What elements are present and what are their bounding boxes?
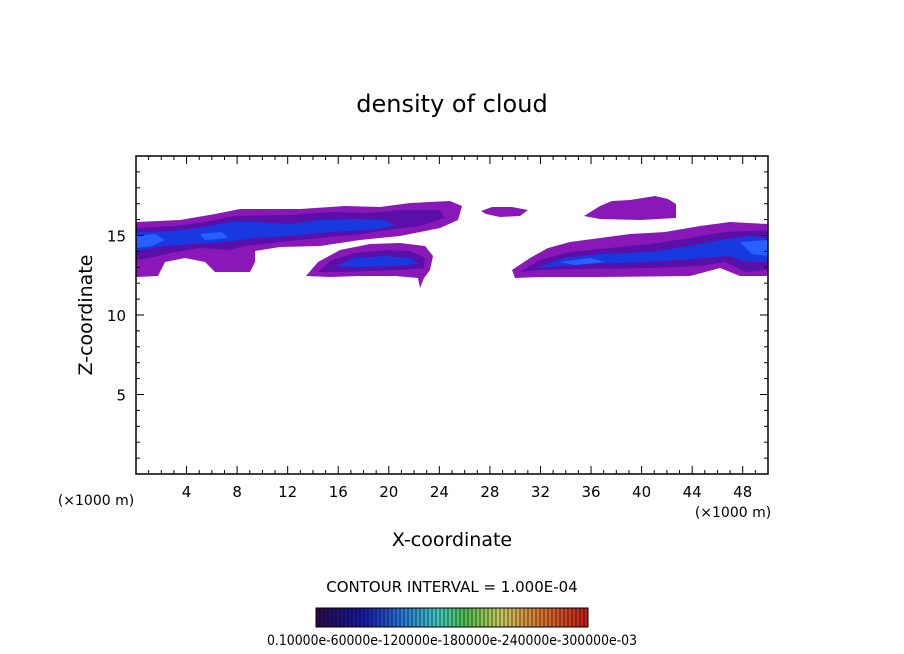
x-tick-label: 20 (379, 483, 398, 501)
y-tick-label: 10 (107, 307, 126, 325)
cloud-region-upper-left-high (136, 219, 395, 252)
cloud-region-lower-lens-high (335, 256, 418, 267)
x-tick-label: 32 (531, 483, 550, 501)
cloud-density-field (136, 196, 768, 288)
cloud-region-upper-right-patch (584, 196, 676, 220)
y-tick-labels: 5 10 15 (107, 228, 126, 405)
x-tick-label: 36 (581, 483, 600, 501)
chart-title: density of cloud (356, 90, 547, 118)
y-axis-label: Z-coordinate (75, 255, 97, 376)
axis-ticks (136, 156, 768, 474)
cloud-region-mid-blob (481, 207, 528, 217)
x-tick-label: 44 (683, 483, 702, 501)
x-tick-label: 8 (232, 483, 242, 501)
x-tick-label: 4 (182, 483, 192, 501)
x-tick-label: 16 (329, 483, 348, 501)
cloud-region-lower-right-core (560, 240, 768, 265)
x-unit-left: (×1000 m) (58, 493, 134, 509)
y-tick-label: 15 (107, 228, 126, 246)
x-axis-label: X-coordinate (392, 529, 512, 551)
x-tick-label: 48 (733, 483, 752, 501)
x-tick-label: 40 (632, 483, 651, 501)
x-tick-labels: 4 8 12 16 20 24 28 32 36 40 44 48 (182, 483, 752, 501)
colorbar-labels: 0.10000e-60000e-120000e-180000e-240000e-… (267, 633, 637, 649)
contour-interval-label: CONTOUR INTERVAL = 1.000E-04 (326, 578, 577, 596)
x-tick-label: 12 (278, 483, 297, 501)
x-tick-label: 24 (430, 483, 449, 501)
cloud-region-upper-left-core (136, 232, 228, 248)
x-unit-right: (×1000 m) (695, 505, 771, 521)
y-tick-label: 5 (116, 387, 126, 405)
colorbar-stripes (319, 608, 585, 627)
x-tick-label: 28 (480, 483, 499, 501)
